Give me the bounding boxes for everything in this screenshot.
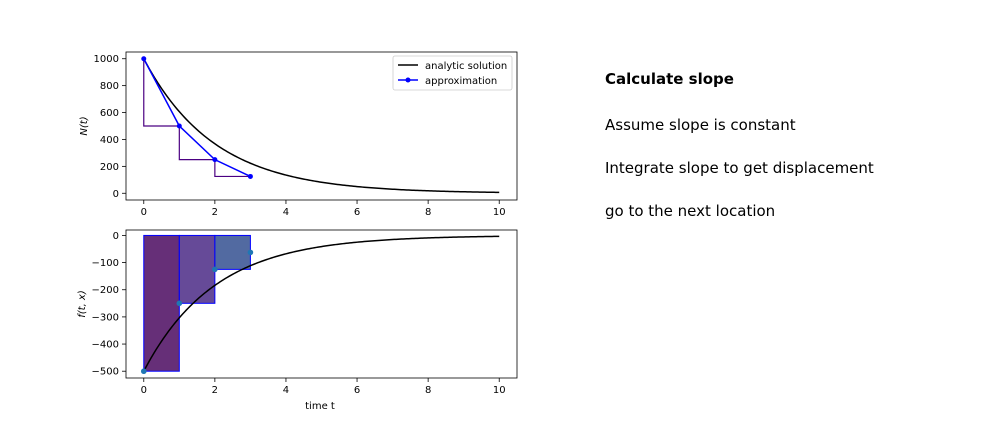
slope-bar (214, 234, 251, 270)
top-y-tick-label: 800 (100, 81, 119, 92)
bottom-x-tick-label: 0 (141, 385, 147, 396)
top-y-tick-label: 600 (100, 108, 119, 119)
legend-marker-approximation (405, 77, 411, 83)
top-staircase (143, 58, 251, 178)
approximation-line (143, 58, 251, 178)
bottom-x-tick-label: 4 (283, 385, 289, 396)
step-calculate-slope: Calculate slope (605, 70, 734, 88)
top-x-tick-label: 8 (425, 207, 431, 218)
top-series-group (141, 56, 500, 194)
top-x-tick-label: 0 (141, 207, 147, 218)
bottom-x-axis-label: time t (305, 401, 335, 412)
top-x-tick-label: 2 (212, 207, 218, 218)
legend-label-approximation: approximation (425, 76, 497, 87)
top-plot-panel: 0 2 4 6 8 10 0 200 400 600 800 1000 N(t) analytic … (79, 51, 518, 218)
bottom-x-tick-label: 6 (354, 385, 360, 396)
bottom-bars-group (143, 234, 251, 372)
step-integrate-slope: Integrate slope to get displacement (605, 159, 874, 177)
top-y-tick-label: 1000 (94, 54, 119, 65)
bottom-y-tick-label: −200 (92, 285, 119, 296)
bottom-plot-frame (125, 229, 518, 379)
bottom-y-tick-label: −100 (92, 258, 119, 269)
top-x-tick-label: 4 (283, 207, 289, 218)
bottom-y-tick-label: −300 (92, 312, 119, 323)
slope-point (247, 249, 254, 256)
slope-bar (178, 234, 216, 304)
approximation-point (247, 173, 253, 179)
top-plot-frame (125, 51, 518, 201)
step-next-location: go to the next location (605, 202, 776, 220)
top-y-axis-label: N(t) (79, 116, 90, 135)
step-assume-constant: Assume slope is constant (605, 116, 796, 134)
top-y-tick-label: 0 (113, 189, 119, 200)
top-y-tick-label: 200 (100, 162, 119, 173)
bottom-x-axis: 0 2 4 6 8 10 (141, 378, 506, 396)
legend-label-analytic: analytic solution (425, 61, 507, 72)
bottom-x-tick-label: 10 (493, 385, 506, 396)
top-staircase-group (143, 58, 251, 178)
slope-point (176, 300, 183, 307)
approximation-point (141, 56, 147, 62)
top-x-tick-label: 10 (493, 207, 506, 218)
approximation-point (212, 157, 218, 163)
top-y-tick-label: 400 (100, 135, 119, 146)
legend-box (392, 55, 513, 91)
bottom-y-axis: 0 −100 −200 −300 −400 −500 (92, 231, 126, 378)
bottom-series-group (140, 235, 500, 375)
bottom-x-tick-label: 2 (212, 385, 218, 396)
slope-bar (143, 234, 180, 372)
bottom-y-tick-label: 0 (113, 231, 119, 242)
bottom-x-tick-label: 8 (425, 385, 431, 396)
slope-curve (143, 235, 500, 372)
top-y-axis: 0 200 400 600 800 1000 (94, 54, 126, 200)
top-x-tick-label: 6 (354, 207, 360, 218)
bottom-plot-panel: 0 2 4 6 8 10 0 −100 −200 −300 −400 −500 f(t, x) ti… (77, 229, 518, 412)
bottom-y-tick-label: −400 (92, 340, 119, 351)
slope-point (140, 368, 147, 375)
top-x-axis: 0 2 4 6 8 10 (141, 200, 506, 218)
bottom-y-tick-label: −500 (92, 367, 119, 378)
slope-point (212, 266, 218, 273)
analytic-solution-line (143, 58, 500, 194)
bottom-y-axis-label: f(t, x) (77, 290, 88, 318)
approximation-point (176, 123, 182, 129)
legend: analytic solution approximation (392, 55, 513, 91)
